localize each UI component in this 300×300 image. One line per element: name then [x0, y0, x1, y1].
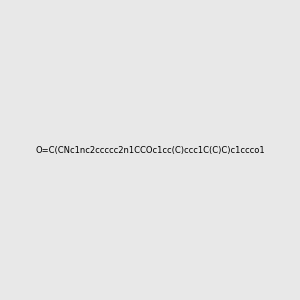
Text: O=C(CNc1nc2ccccc2n1CCOc1cc(C)ccc1C(C)C)c1ccco1: O=C(CNc1nc2ccccc2n1CCOc1cc(C)ccc1C(C)C)c…: [35, 146, 265, 154]
